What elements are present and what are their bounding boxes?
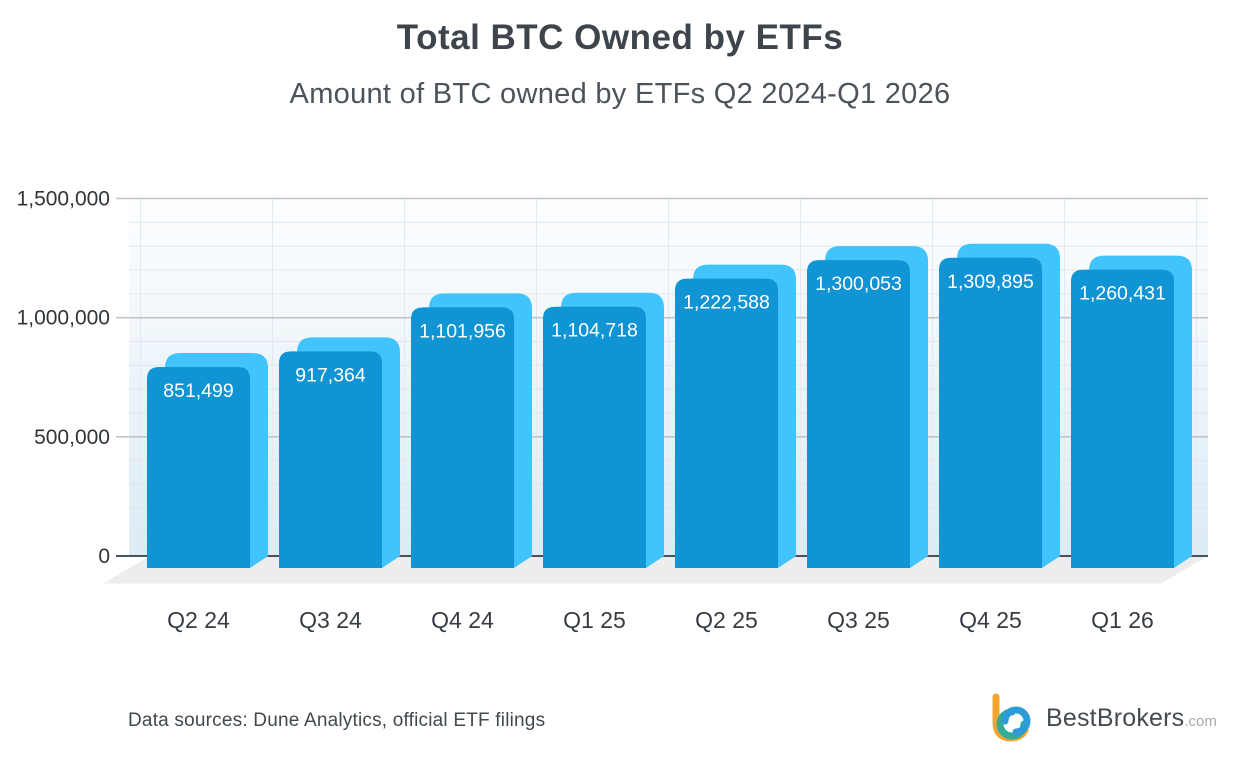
x-axis-label: Q3 25 [827, 607, 890, 633]
x-axis-label: Q1 25 [563, 607, 626, 633]
bar-value-label: 1,260,431 [1079, 283, 1166, 305]
bar-bottom-bevel [250, 556, 268, 568]
bar-front-face [411, 307, 514, 568]
x-axis-label: Q4 25 [959, 607, 1022, 633]
x-axis-label: Q2 24 [167, 607, 230, 633]
y-axis-label: 0 [98, 545, 110, 568]
bar-front-face [147, 367, 250, 568]
bar-bottom-bevel [910, 556, 928, 568]
bar-front-face [675, 278, 778, 568]
bar-bottom-bevel [1174, 556, 1192, 568]
bar-front-face [543, 306, 646, 568]
x-axis-label: Q3 24 [299, 607, 362, 633]
brand-name-label: BestBrokers [1046, 703, 1185, 732]
x-axis-label: Q2 25 [695, 607, 758, 633]
y-axis-label: 500,000 [34, 426, 110, 449]
bar-Q2-24: 851,499 [147, 353, 268, 568]
bar-Q1-26: 1,260,431 [1071, 255, 1192, 568]
chart-canvas: 0 500,000 1,000,000 1,500,000 851,499 Q2 24 91… [17, 188, 1208, 633]
bar-value-label: 1,104,718 [551, 320, 638, 342]
bar-Q4-25: 1,309,895 [939, 243, 1060, 568]
bar-bottom-bevel [646, 556, 664, 568]
bar-bottom-bevel [514, 556, 532, 568]
bar-Q3-24: 917,364 [279, 337, 400, 568]
chart-subtitle: Amount of BTC owned by ETFs Q2 2024-Q1 2… [289, 78, 951, 110]
chart-title: Total BTC Owned by ETFs [396, 18, 844, 57]
bar-value-label: 1,101,956 [419, 320, 506, 342]
bar-Q4-24: 1,101,956 [411, 293, 532, 568]
bestbrokers-b-icon [992, 693, 1031, 742]
bar-Q1-25: 1,104,718 [543, 292, 664, 568]
bar-bottom-bevel [1042, 556, 1060, 568]
bestbrokers-logo: BestBrokers.com [988, 688, 1218, 748]
bar-value-label: 1,309,895 [947, 271, 1034, 293]
x-axis-label: Q1 26 [1091, 607, 1154, 633]
bar-bottom-bevel [778, 556, 796, 568]
bar-front-face [1071, 269, 1174, 568]
bar-value-label: 1,300,053 [815, 273, 902, 295]
bar-Q3-25: 1,300,053 [807, 246, 928, 568]
y-axis-label: 1,000,000 [17, 307, 110, 330]
bar-front-face [279, 351, 382, 568]
bar-value-label: 917,364 [295, 364, 366, 386]
brand-tld-label: .com [1184, 712, 1217, 730]
bar-bottom-bevel [382, 556, 400, 568]
data-sources-note: Data sources: Dune Analytics, official E… [128, 710, 546, 731]
x-axis-label: Q4 24 [431, 607, 494, 633]
bar-value-label: 1,222,588 [683, 292, 770, 314]
bestbrokers-wordmark: BestBrokers.com [1046, 704, 1217, 733]
y-axis-label: 1,500,000 [17, 188, 110, 211]
bar-value-label: 851,499 [163, 380, 234, 402]
bar-front-face [939, 257, 1042, 568]
bar-front-face [807, 260, 910, 568]
bar-Q2-25: 1,222,588 [675, 264, 796, 568]
